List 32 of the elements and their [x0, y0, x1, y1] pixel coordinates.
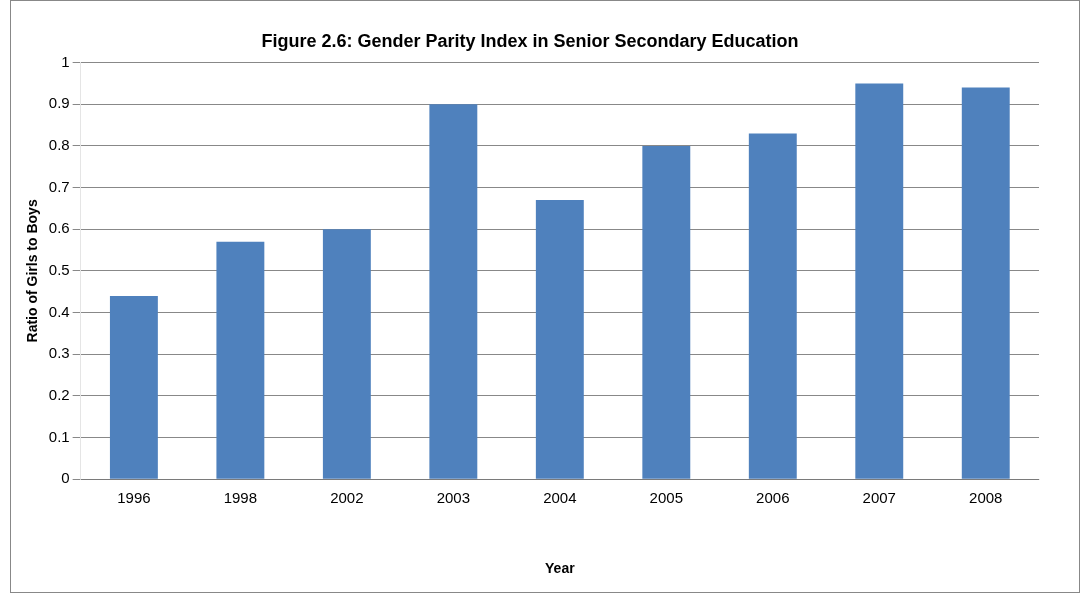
bar [322, 229, 371, 479]
chart-title: Figure 2.6: Gender Parity Index in Senior Secondary Education [261, 30, 799, 51]
bar [216, 241, 265, 479]
y-tick-label: 0.2 [48, 386, 70, 404]
x-tick-label: 2003 [436, 489, 471, 507]
bar [109, 295, 158, 479]
x-tick-label: 2007 [862, 489, 896, 507]
bar [855, 83, 904, 479]
x-tick-label: 2002 [330, 489, 364, 507]
y-tick-label: 0.8 [48, 136, 70, 154]
x-tick-label: 2006 [756, 489, 790, 507]
y-axis-title: Ratio of Girls to Boys [24, 199, 41, 343]
x-tick-label: 2004 [543, 489, 577, 507]
bar [748, 133, 797, 479]
x-tick-label: 2008 [969, 489, 1003, 507]
y-tick-label: 0.7 [48, 177, 70, 195]
x-tick-label: 1998 [223, 489, 258, 507]
y-tick-label: 0.1 [48, 427, 70, 445]
bar [535, 200, 584, 479]
y-tick-label: 0.5 [48, 261, 70, 279]
x-axis-title: Year [545, 560, 576, 577]
x-tick-label: 2005 [649, 489, 683, 507]
y-tick-label: 0.9 [48, 94, 70, 112]
bar [429, 104, 478, 479]
y-tick-label: 1 [61, 52, 70, 70]
y-tick-label: 0.4 [48, 302, 70, 320]
bar [961, 87, 1010, 479]
x-tick-label: 1996 [117, 489, 151, 507]
y-tick-label: 0 [61, 469, 70, 487]
y-tick-label: 0.3 [48, 344, 70, 362]
y-tick-label: 0.6 [48, 219, 70, 237]
bar [642, 145, 691, 479]
